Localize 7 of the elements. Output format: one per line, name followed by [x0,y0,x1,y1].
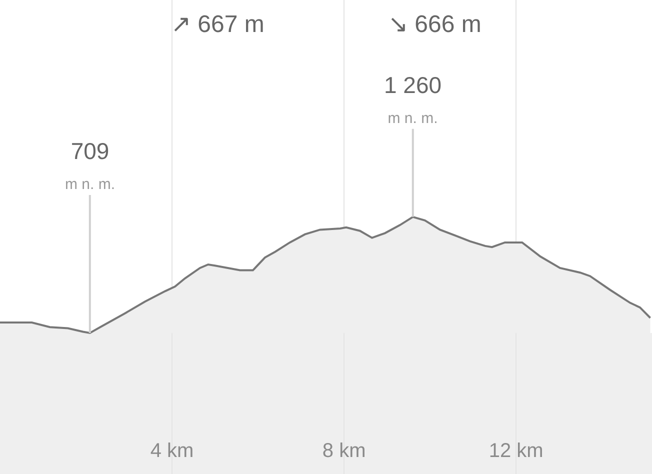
text: ↗ 667 m [171,11,264,38]
x-tick-label: 8 km [322,440,366,462]
text: ↘ 666 m [388,11,482,38]
annotation: 1 260 m n. m. [384,72,442,127]
x-tick-label: 12 km [488,440,544,462]
annotation: 709 m n. m. [65,138,116,193]
x-tick-label: 4 km [150,440,194,462]
